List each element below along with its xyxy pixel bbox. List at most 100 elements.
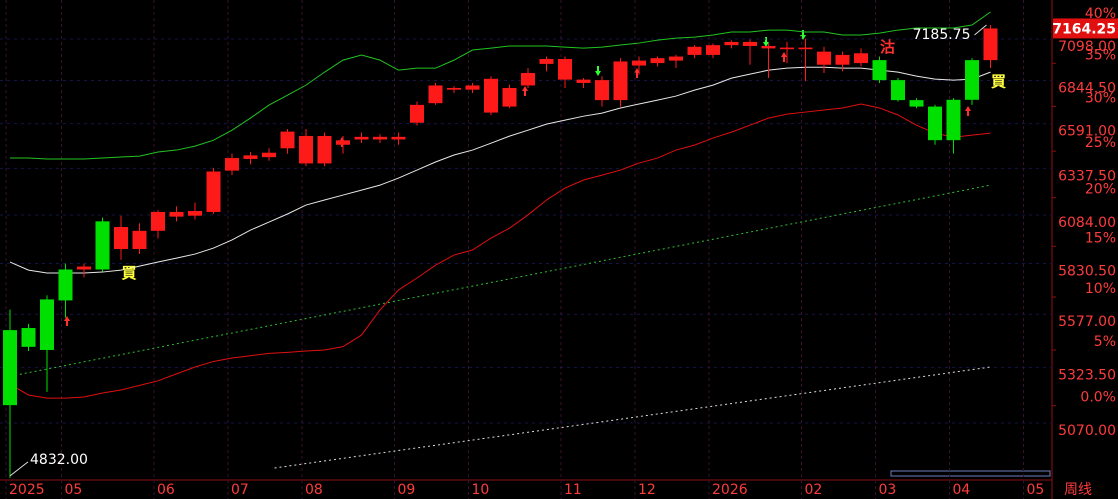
up-arrow xyxy=(965,106,971,116)
candle-body xyxy=(21,328,36,347)
candle-body xyxy=(558,58,572,80)
candle-body xyxy=(983,28,998,61)
candle-body xyxy=(650,58,665,64)
candle-body xyxy=(410,104,424,123)
candle-body xyxy=(336,140,350,145)
candle-body xyxy=(613,61,628,101)
candle-body xyxy=(428,85,443,104)
candle-body xyxy=(854,53,868,64)
candle-body xyxy=(872,60,887,81)
leader-line xyxy=(974,24,987,36)
signal-label: 買 xyxy=(991,73,1006,91)
leader-line xyxy=(9,461,29,477)
band-line xyxy=(9,103,991,399)
candle-body xyxy=(95,221,110,270)
trendline xyxy=(9,184,991,377)
candle-body xyxy=(595,80,609,101)
candle-body xyxy=(798,47,813,50)
signal-label: 沽 xyxy=(880,38,895,56)
candle-body xyxy=(77,266,91,270)
candle-body xyxy=(946,99,961,141)
y-tick-label: 5577.00 xyxy=(1058,314,1116,330)
candle-body xyxy=(539,58,554,64)
candle-body xyxy=(58,269,73,301)
x-tick-label: 11 xyxy=(564,482,582,498)
y2-tick-label: 25% xyxy=(1085,135,1116,151)
x-tick-label: 07 xyxy=(231,482,249,498)
x-tick-label: 12 xyxy=(638,482,656,498)
candle-body xyxy=(40,299,54,350)
y2-tick-label: 0.0% xyxy=(1080,390,1116,406)
candle-body xyxy=(132,230,147,250)
down-arrow xyxy=(595,66,601,76)
candle-body xyxy=(484,78,498,113)
candle-body xyxy=(206,171,221,212)
candle-body xyxy=(928,106,942,141)
candle-body xyxy=(835,54,850,65)
candle-body xyxy=(354,136,369,140)
y2-tick-label: 30% xyxy=(1085,90,1116,106)
y2-tick-label: 20% xyxy=(1085,182,1116,198)
candle-body xyxy=(576,79,591,83)
candle-body xyxy=(669,56,683,61)
candle-body xyxy=(965,60,979,100)
candle-body xyxy=(724,41,739,46)
y2-tick-label: 10% xyxy=(1085,281,1116,297)
y-tick-label: 6337.50 xyxy=(1058,168,1116,184)
band-line xyxy=(9,66,991,274)
candle-body xyxy=(632,60,646,66)
period-label: 周线 xyxy=(1064,482,1092,498)
candle-body xyxy=(169,211,184,217)
candle-body xyxy=(817,51,831,65)
y-tick-label: 6591.00 xyxy=(1058,124,1116,140)
current-price: 7164.25 xyxy=(1052,21,1116,37)
candle-body xyxy=(317,135,332,164)
x-tick-label: 03 xyxy=(879,482,897,498)
candle-body xyxy=(687,46,702,55)
price-box xyxy=(1053,18,1118,39)
candle-body xyxy=(188,211,202,216)
candle-body xyxy=(909,100,924,107)
x-tick-label: 08 xyxy=(305,482,323,498)
y-tick-label: 7098.00 xyxy=(1058,39,1116,55)
candle-body xyxy=(225,158,239,171)
trendline xyxy=(274,366,991,469)
candle-body xyxy=(706,45,720,55)
candle-body xyxy=(262,152,276,158)
y-tick-label: 5830.50 xyxy=(1058,264,1116,280)
candle-body xyxy=(3,330,17,406)
candle-body xyxy=(243,155,258,159)
candle-body xyxy=(502,87,517,107)
y2-tick-label: 5% xyxy=(1094,334,1116,350)
y-tick-label: 5070.00 xyxy=(1058,423,1116,439)
candle-body xyxy=(521,72,535,86)
candle-body xyxy=(780,47,794,50)
band-line xyxy=(10,11,991,160)
x-tick-label: 06 xyxy=(157,482,175,498)
candle-body xyxy=(280,131,295,149)
candle-body xyxy=(891,80,905,101)
x-tick-label: 09 xyxy=(398,482,416,498)
up-arrow xyxy=(781,52,787,62)
x-tick-label: 2026 xyxy=(712,482,748,498)
high-label: 7185.75 xyxy=(913,27,971,43)
y-tick-label: 6844.50 xyxy=(1058,81,1116,97)
up-arrow xyxy=(64,316,70,326)
x-tick-label: 04 xyxy=(953,482,971,498)
y-tick-label: 5323.50 xyxy=(1058,367,1116,383)
candle-body xyxy=(299,135,313,164)
x-tick-label: 2025 xyxy=(9,482,45,498)
x-tick-label: 10 xyxy=(472,482,490,498)
candle-body xyxy=(114,227,128,250)
candle-body xyxy=(465,85,480,90)
x-tick-label: 05 xyxy=(65,482,83,498)
candle-body xyxy=(761,45,776,49)
x-tick-label: 05 xyxy=(1027,482,1045,498)
scrollbar[interactable] xyxy=(890,470,1051,477)
signal-label: 買 xyxy=(121,264,136,282)
y-tick-label: 6084.00 xyxy=(1058,215,1116,231)
x-tick-label: 02 xyxy=(805,482,823,498)
candle-body xyxy=(743,41,757,46)
